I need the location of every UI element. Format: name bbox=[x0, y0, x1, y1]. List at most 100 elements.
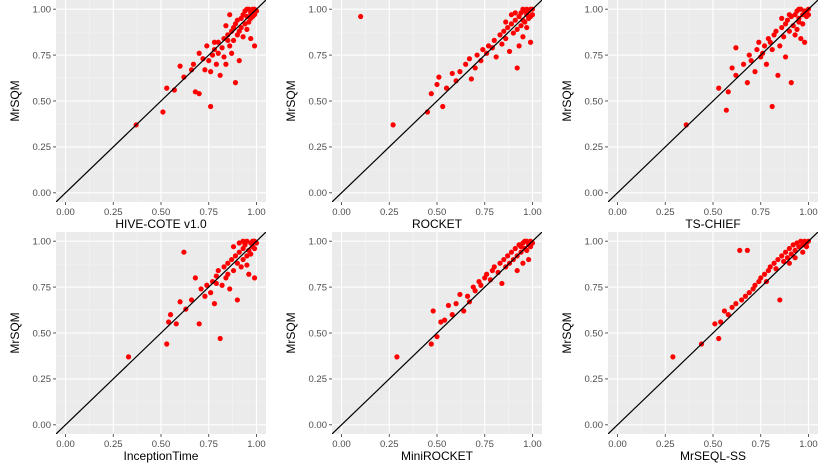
data-point bbox=[746, 290, 752, 296]
y-tick-label: 0.00 bbox=[309, 420, 328, 431]
scatter-panel-1: 0.00 0.00 0.25 0.25 0.50 0.50 0.75 0.75 1.00 1.00… bbox=[8, 0, 266, 231]
data-point bbox=[782, 249, 789, 255]
data-point bbox=[792, 32, 798, 38]
x-tick-label: 0.25 bbox=[104, 207, 123, 218]
x-tick-label: 0.75 bbox=[751, 207, 770, 218]
data-point bbox=[518, 23, 524, 29]
data-point bbox=[232, 80, 239, 86]
y-tick-label: 1.00 bbox=[33, 236, 52, 247]
data-point bbox=[805, 12, 812, 18]
data-point bbox=[729, 304, 735, 310]
data-point bbox=[215, 39, 221, 45]
data-point bbox=[251, 43, 258, 49]
data-point bbox=[527, 39, 534, 45]
y-axis-title: MrSQM bbox=[8, 312, 22, 353]
data-point bbox=[739, 297, 745, 303]
x-tick-label: 1.00 bbox=[799, 439, 818, 450]
data-point bbox=[196, 91, 202, 97]
data-point bbox=[786, 245, 792, 252]
data-point bbox=[449, 70, 455, 77]
data-point bbox=[782, 54, 789, 60]
data-point bbox=[209, 52, 216, 58]
data-point bbox=[468, 76, 474, 82]
data-point bbox=[721, 308, 728, 314]
data-point bbox=[177, 63, 183, 69]
identity-line bbox=[608, 232, 818, 434]
data-point bbox=[712, 321, 718, 327]
data-point bbox=[436, 74, 442, 80]
data-point bbox=[493, 54, 499, 60]
data-point bbox=[767, 264, 773, 270]
x-tick-label: 0.25 bbox=[656, 207, 675, 218]
data-point bbox=[723, 107, 729, 113]
data-point bbox=[217, 335, 223, 342]
data-point bbox=[512, 10, 518, 16]
x-tick-label: 0.75 bbox=[751, 439, 770, 450]
data-point bbox=[725, 312, 731, 318]
y-tick-label: 0.25 bbox=[309, 374, 328, 385]
x-tick-label: 0.00 bbox=[332, 439, 351, 450]
y-tick-label: 0.25 bbox=[309, 142, 328, 153]
data-point bbox=[225, 260, 231, 266]
data-point bbox=[464, 293, 471, 299]
data-point bbox=[223, 23, 229, 29]
y-tick-label: 0.25 bbox=[585, 374, 604, 385]
data-point bbox=[167, 312, 174, 318]
data-point bbox=[788, 80, 794, 86]
data-point bbox=[729, 65, 735, 71]
x-tick-label: 0.50 bbox=[704, 207, 723, 218]
y-tick-label: 1.00 bbox=[309, 4, 328, 15]
data-point bbox=[230, 244, 237, 250]
data-point bbox=[190, 61, 197, 67]
data-point bbox=[208, 290, 214, 296]
data-point bbox=[227, 43, 233, 49]
data-point bbox=[244, 262, 250, 268]
data-point bbox=[196, 50, 202, 56]
data-point bbox=[229, 50, 235, 56]
data-point bbox=[520, 6, 526, 12]
y-tick-label: 0.75 bbox=[585, 282, 604, 293]
data-point bbox=[177, 299, 183, 305]
data-point bbox=[232, 253, 239, 259]
data-point bbox=[763, 61, 770, 67]
data-point bbox=[453, 301, 459, 307]
x-tick-label: 1.00 bbox=[247, 207, 266, 218]
x-tick-label: 0.50 bbox=[428, 439, 447, 450]
data-point bbox=[238, 24, 244, 31]
x-tick-label: 0.50 bbox=[704, 439, 723, 450]
data-point bbox=[802, 39, 808, 45]
y-tick-label: 1.00 bbox=[585, 4, 604, 15]
data-point bbox=[229, 256, 235, 263]
data-point bbox=[204, 282, 210, 288]
data-point bbox=[474, 52, 480, 58]
data-point bbox=[522, 19, 528, 25]
panel-plot-area bbox=[56, 0, 266, 202]
y-tick-label: 0.50 bbox=[309, 328, 328, 339]
data-point bbox=[125, 354, 132, 360]
y-tick-label: 0.50 bbox=[309, 96, 328, 107]
data-point bbox=[204, 43, 210, 49]
data-point bbox=[463, 61, 469, 67]
y-tick-label: 0.00 bbox=[309, 188, 328, 199]
data-point bbox=[742, 293, 749, 299]
data-point bbox=[761, 43, 768, 49]
scatter-panel-3: 0.00 0.00 0.25 0.25 0.50 0.50 0.75 0.75 1.00 1.00… bbox=[560, 0, 818, 231]
data-point bbox=[769, 46, 775, 53]
data-point bbox=[506, 48, 513, 55]
x-tick-label: 0.25 bbox=[104, 439, 123, 450]
data-point bbox=[234, 260, 240, 266]
x-tick-label: 0.25 bbox=[656, 439, 675, 450]
data-point bbox=[434, 334, 440, 340]
data-point bbox=[503, 35, 509, 42]
x-tick-label: 0.75 bbox=[199, 207, 218, 218]
data-point bbox=[798, 35, 804, 42]
data-point bbox=[251, 275, 258, 281]
data-point bbox=[773, 28, 779, 34]
x-tick-label: 0.75 bbox=[475, 439, 494, 450]
data-point bbox=[227, 286, 233, 292]
data-point bbox=[225, 271, 231, 277]
y-axis-title: MrSQM bbox=[284, 80, 298, 121]
y-axis-title: MrSQM bbox=[8, 80, 22, 121]
y-axis-title: MrSQM bbox=[284, 312, 298, 353]
